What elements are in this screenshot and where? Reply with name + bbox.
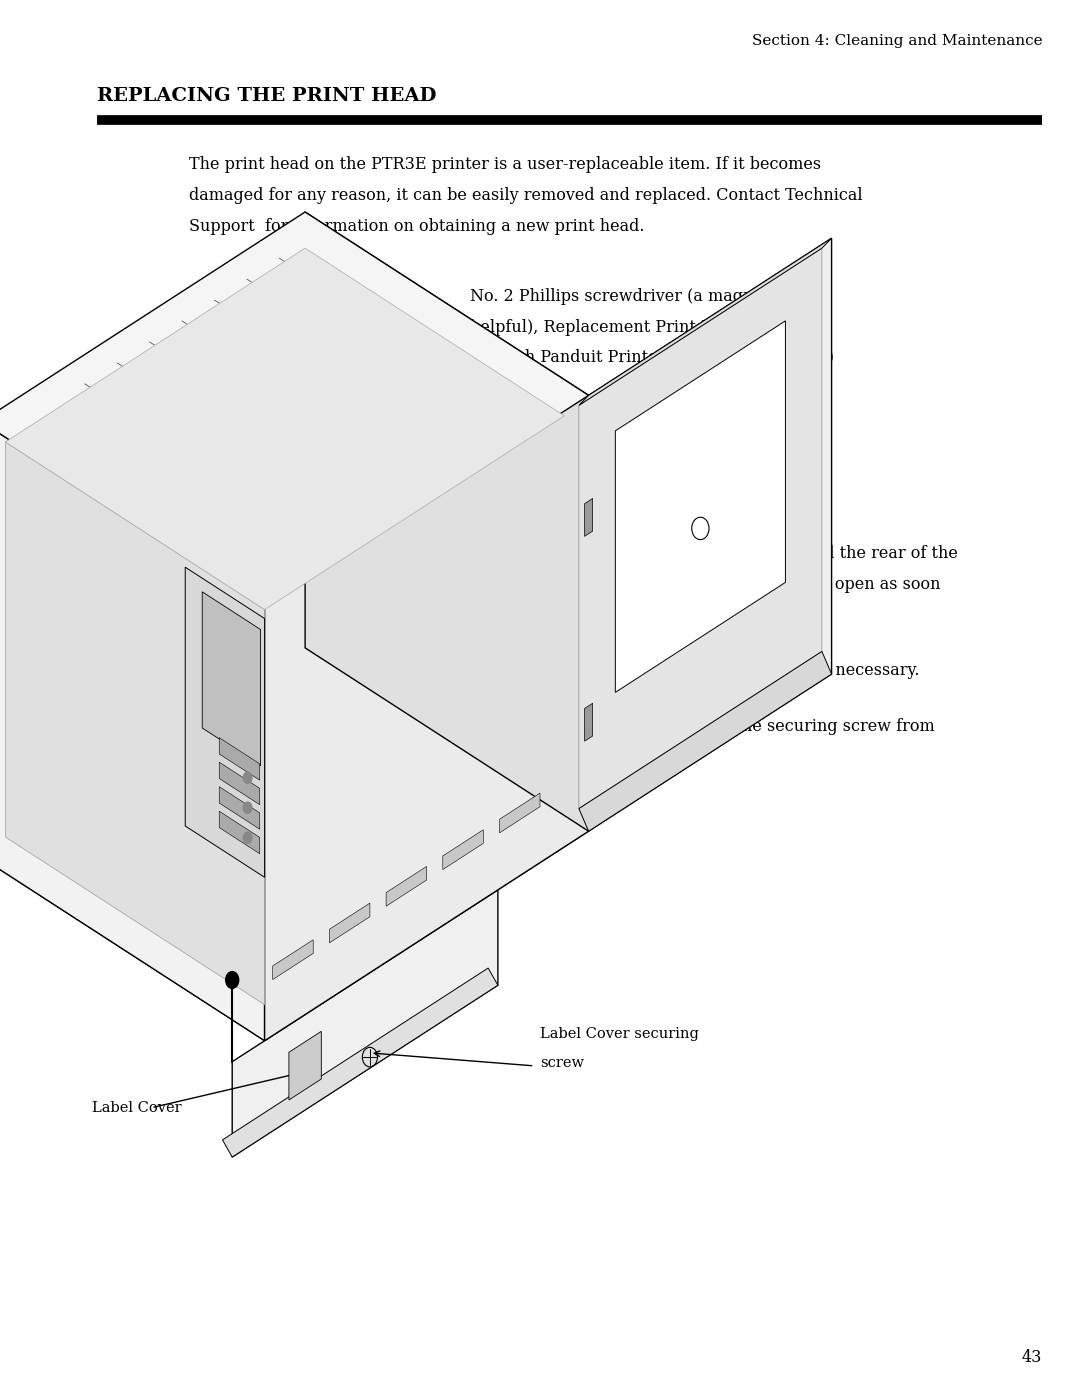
Polygon shape (222, 968, 498, 1157)
Text: 2.: 2. (194, 489, 210, 506)
Text: through Panduit Printer Repair Department): through Panduit Printer Repair Departmen… (470, 349, 834, 366)
Polygon shape (443, 830, 484, 869)
Text: printer. The: printer. The (252, 576, 353, 592)
Polygon shape (0, 422, 265, 1041)
Text: 1.: 1. (194, 433, 210, 450)
Circle shape (243, 833, 252, 844)
Polygon shape (232, 890, 498, 1157)
Polygon shape (219, 787, 260, 830)
Text: is spring-loaded and will automatically open as soon: is spring-loaded and will automatically … (509, 576, 941, 592)
Polygon shape (5, 441, 265, 1004)
Text: 5.: 5. (194, 718, 210, 735)
Text: REPLACING THE PRINT HEAD: REPLACING THE PRINT HEAD (97, 87, 436, 105)
Polygon shape (289, 1031, 322, 1099)
Polygon shape (5, 643, 564, 1004)
Polygon shape (579, 249, 822, 809)
Text: is disengaged.: is disengaged. (455, 606, 577, 623)
Text: Open the: Open the (241, 545, 321, 562)
Polygon shape (499, 793, 540, 833)
Polygon shape (202, 592, 260, 766)
Circle shape (226, 972, 239, 989)
Polygon shape (305, 212, 589, 831)
Text: Label Cover Assembly: Label Cover Assembly (372, 718, 567, 735)
Polygon shape (589, 239, 832, 831)
Polygon shape (219, 812, 260, 854)
Text: by pushing the: by pushing the (470, 545, 602, 562)
Text: Remove the: Remove the (241, 718, 342, 735)
Polygon shape (219, 763, 260, 805)
Polygon shape (579, 651, 832, 831)
Text: The print head on the PTR3E printer is a user-replaceable item. If it becomes: The print head on the PTR3E printer is a… (189, 156, 821, 173)
Polygon shape (219, 738, 260, 780)
Polygon shape (0, 648, 589, 1041)
Text: as the: as the (252, 606, 306, 623)
Text: by removing the securing screw from: by removing the securing screw from (624, 718, 934, 735)
Text: helpful), Replacement Print Head (available: helpful), Replacement Print Head (availa… (470, 319, 828, 335)
Text: damaged for any reason, it can be easily removed and replaced. Contact Technical: damaged for any reason, it can be easily… (189, 187, 863, 204)
Circle shape (243, 802, 252, 813)
Polygon shape (584, 499, 593, 536)
Text: Remove the ribbon from the: Remove the ribbon from the (241, 662, 476, 679)
Polygon shape (272, 940, 313, 979)
Text: Top and Side Access: Top and Side Access (343, 489, 525, 506)
Text: 43: 43 (1022, 1350, 1042, 1366)
Text: Section 4: Cleaning and Maintenance: Section 4: Cleaning and Maintenance (752, 34, 1042, 47)
Polygon shape (186, 567, 265, 877)
Text: toward the rear of the: toward the rear of the (772, 545, 958, 562)
Text: Label Cover securing: Label Cover securing (540, 1027, 699, 1041)
Text: Label Cover: Label Cover (92, 1101, 181, 1115)
Text: Open the: Open the (241, 489, 321, 506)
Text: screw: screw (540, 1056, 584, 1070)
Text: doors.: doors. (577, 489, 633, 506)
Text: Turn the printer OFF and remove the power cable.: Turn the printer OFF and remove the powe… (241, 433, 657, 450)
Text: Head Latch: Head Latch (322, 606, 424, 623)
Polygon shape (265, 395, 589, 1041)
Text: 4.: 4. (194, 662, 210, 679)
Text: No. 2 Phillips screwdriver (a magnetic tip is: No. 2 Phillips screwdriver (a magnetic t… (470, 288, 828, 305)
Text: Ribbon Rewind Spindle: Ribbon Rewind Spindle (544, 662, 753, 679)
Text: Print Head: Print Head (382, 576, 481, 592)
Text: 3.: 3. (194, 545, 210, 562)
Text: Support  for information on obtaining a new print head.: Support for information on obtaining a n… (189, 218, 645, 235)
Text: if necessary.: if necessary. (813, 662, 919, 679)
Polygon shape (0, 212, 589, 605)
Polygon shape (616, 321, 785, 693)
Polygon shape (579, 239, 832, 405)
Circle shape (243, 773, 252, 784)
Polygon shape (5, 249, 564, 609)
Text: the assembly.: the assembly. (252, 749, 362, 766)
Polygon shape (584, 703, 593, 742)
Polygon shape (329, 902, 369, 943)
Text: Supplies needed:: Supplies needed: (189, 288, 341, 305)
Polygon shape (387, 866, 427, 907)
Text: Head Latch: Head Latch (639, 545, 742, 562)
Polygon shape (5, 249, 305, 837)
Text: Print Head: Print Head (343, 545, 442, 562)
